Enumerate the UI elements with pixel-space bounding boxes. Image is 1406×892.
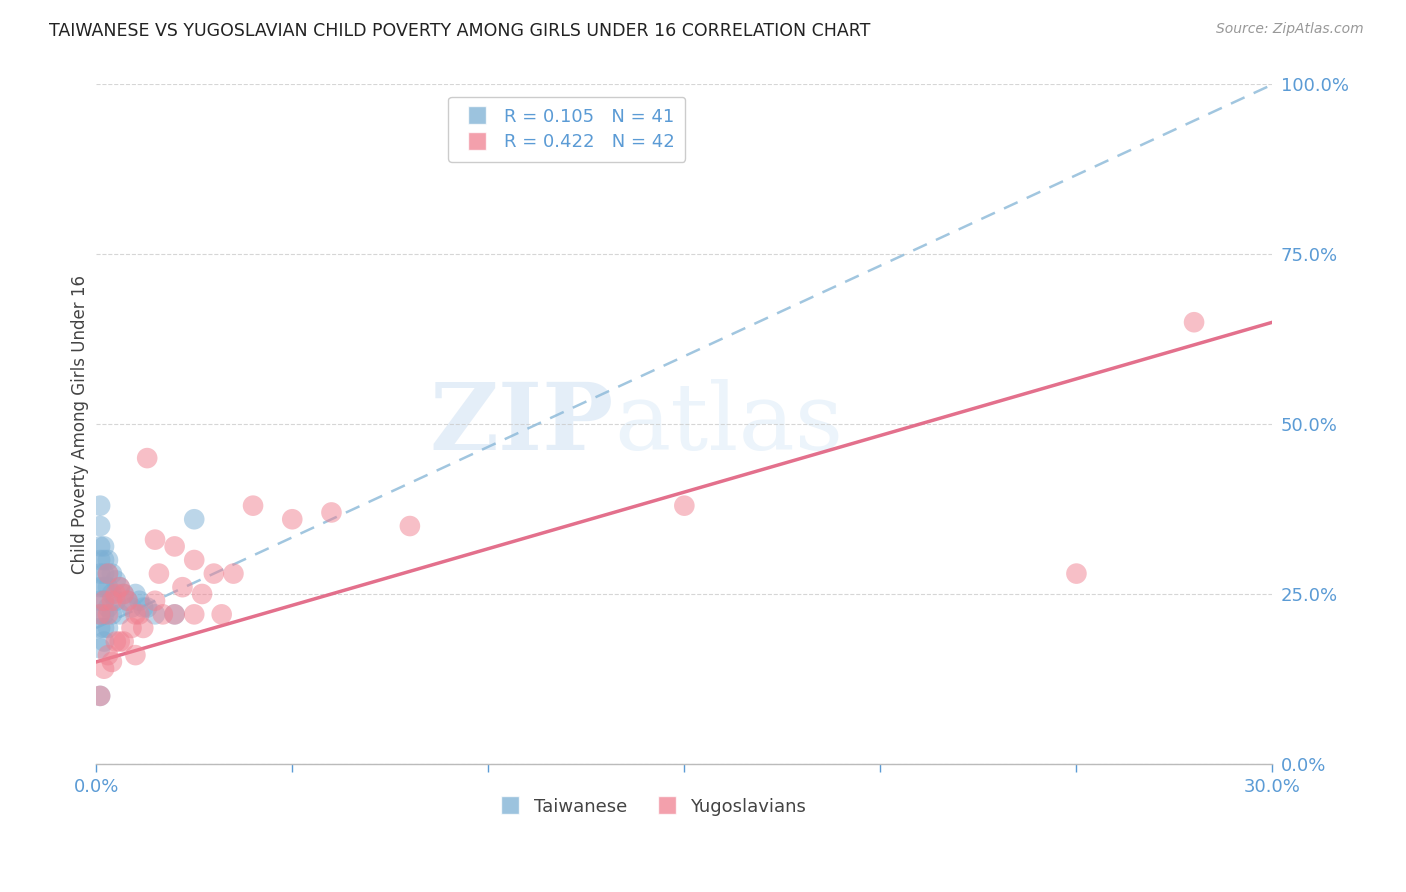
Point (97, 580, 120, 594)
Point (97, 607, 120, 622)
Point (136, 600, 159, 615)
Text: TAIWANESE VS YUGOSLAVIAN CHILD POVERTY AMONG GIRLS UNDER 16 CORRELATION CHART: TAIWANESE VS YUGOSLAVIAN CHILD POVERTY A… (49, 22, 870, 40)
Point (112, 587, 135, 601)
Point (163, 540, 186, 554)
Point (108, 580, 131, 594)
Point (89, 580, 111, 594)
Point (97, 566, 120, 581)
Y-axis label: Child Poverty Among Girls Under 16: Child Poverty Among Girls Under 16 (72, 275, 89, 574)
Point (104, 574, 127, 588)
Point (1066, 566, 1088, 581)
Point (321, 505, 343, 519)
Point (97, 648, 120, 662)
Point (242, 499, 264, 513)
Point (673, 499, 696, 513)
Point (93, 634, 115, 648)
Point (121, 621, 143, 635)
Point (101, 587, 124, 601)
Point (93, 580, 115, 594)
Point (222, 566, 245, 581)
Point (97, 566, 120, 581)
Point (89, 607, 111, 622)
Point (89, 594, 111, 608)
Point (89, 689, 111, 703)
Legend: Taiwanese, Yugoslavians: Taiwanese, Yugoslavians (485, 790, 813, 822)
Point (172, 580, 194, 594)
Point (143, 533, 166, 547)
Point (1182, 315, 1205, 329)
Point (211, 607, 233, 622)
Point (124, 587, 146, 601)
Point (89, 641, 111, 656)
Point (183, 607, 205, 622)
Point (132, 600, 155, 615)
Point (93, 607, 115, 622)
Point (191, 587, 214, 601)
Point (124, 648, 146, 662)
Point (163, 607, 186, 622)
Point (89, 540, 111, 554)
Point (101, 607, 124, 622)
Point (128, 607, 150, 622)
Point (101, 655, 124, 669)
Text: ZIP: ZIP (429, 379, 614, 469)
Point (93, 594, 115, 608)
Point (117, 594, 139, 608)
Point (121, 600, 143, 615)
Point (399, 519, 422, 533)
Point (183, 512, 205, 526)
Text: Source: ZipAtlas.com: Source: ZipAtlas.com (1216, 22, 1364, 37)
Point (108, 634, 131, 648)
Point (104, 594, 127, 608)
Point (152, 607, 174, 622)
Point (143, 607, 166, 622)
Point (93, 553, 115, 567)
Text: atlas: atlas (614, 379, 844, 469)
Point (89, 553, 111, 567)
Point (89, 499, 111, 513)
Point (136, 451, 159, 466)
Point (93, 621, 115, 635)
Point (124, 607, 146, 622)
Point (108, 607, 131, 622)
Point (89, 689, 111, 703)
Point (101, 566, 124, 581)
Point (93, 594, 115, 608)
Point (148, 566, 170, 581)
Point (97, 553, 120, 567)
Point (128, 594, 150, 608)
Point (97, 621, 120, 635)
Point (97, 600, 120, 615)
Point (104, 587, 127, 601)
Point (281, 512, 304, 526)
Point (132, 621, 155, 635)
Point (117, 594, 139, 608)
Point (112, 587, 135, 601)
Point (202, 566, 225, 581)
Point (112, 634, 135, 648)
Point (101, 594, 124, 608)
Point (89, 519, 111, 533)
Point (93, 566, 115, 581)
Point (89, 607, 111, 622)
Point (143, 594, 166, 608)
Point (163, 607, 186, 622)
Point (93, 540, 115, 554)
Point (89, 621, 111, 635)
Point (108, 580, 131, 594)
Point (104, 634, 127, 648)
Point (89, 566, 111, 581)
Point (93, 662, 115, 676)
Point (183, 553, 205, 567)
